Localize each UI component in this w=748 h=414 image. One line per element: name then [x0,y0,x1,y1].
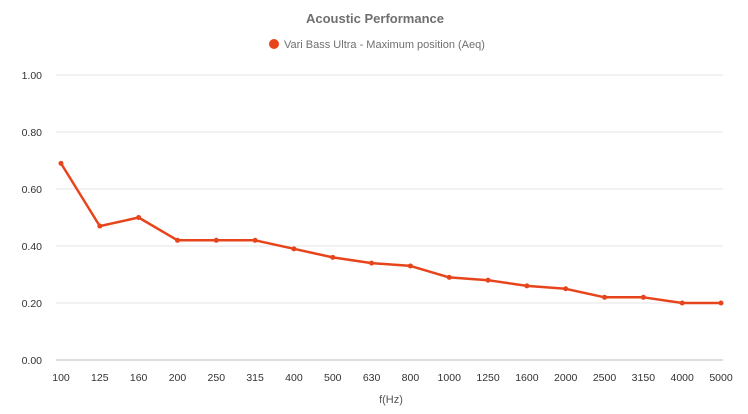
data-point [602,294,608,300]
x-tick-label: 2000 [554,372,578,384]
x-tick-label: 630 [363,372,381,384]
x-tick-label: 400 [285,372,303,384]
data-point [640,294,646,300]
data-point [563,286,569,292]
data-point [485,277,491,283]
x-tick-label: 3150 [632,372,656,384]
data-point [252,237,258,243]
x-tick-label: 1600 [515,372,539,384]
x-tick-label: 1000 [438,372,462,384]
x-tick-label: 315 [246,372,264,384]
data-point [136,215,142,220]
y-axis-ticks: 0.00 0.20 0.40 0.60 0.80 1.00 [22,70,43,367]
x-tick-label: 250 [208,372,226,384]
x-tick-label: 125 [91,372,109,384]
data-point [58,160,64,166]
data-point [97,223,103,229]
y-tick-label: 1.00 [22,70,43,82]
data-point [407,263,413,269]
data-point [174,237,180,243]
y-tick-label: 0.40 [22,241,43,253]
x-tick-label: 500 [324,372,342,384]
data-point [330,254,336,260]
x-tick-label: 5000 [709,372,733,384]
chart-title: Acoustic Performance [306,11,444,26]
x-tick-label: 2500 [593,372,617,384]
y-tick-label: 0.20 [22,298,43,310]
x-tick-label: 1250 [476,372,500,384]
x-tick-label: 800 [402,372,420,384]
series-line [59,162,721,305]
y-tick-label: 0.60 [22,184,43,196]
legend-marker [269,39,279,49]
x-tick-label: 200 [169,372,187,384]
legend-label: Vari Bass Ultra - Maximum position (Aeq) [284,39,485,51]
data-point [369,260,375,266]
gridlines [56,74,723,361]
data-point [718,300,724,306]
x-axis-ticks: 100 125 160 200 250 315 400 500 630 800 1000 1250 16… [52,372,733,384]
x-axis-label: f(Hz) [379,394,403,406]
x-tick-label: 160 [130,372,148,384]
data-point [524,283,530,289]
legend: Vari Bass Ultra - Maximum position (Aeq) [269,39,485,51]
data-point [679,300,685,306]
y-tick-label: 0.00 [22,355,43,367]
data-point [213,237,219,243]
x-tick-label: 100 [52,372,70,384]
x-tick-label: 4000 [670,372,694,384]
y-tick-label: 0.80 [22,127,43,139]
data-point [446,274,452,280]
data-point [291,246,297,252]
series-group [58,160,724,306]
